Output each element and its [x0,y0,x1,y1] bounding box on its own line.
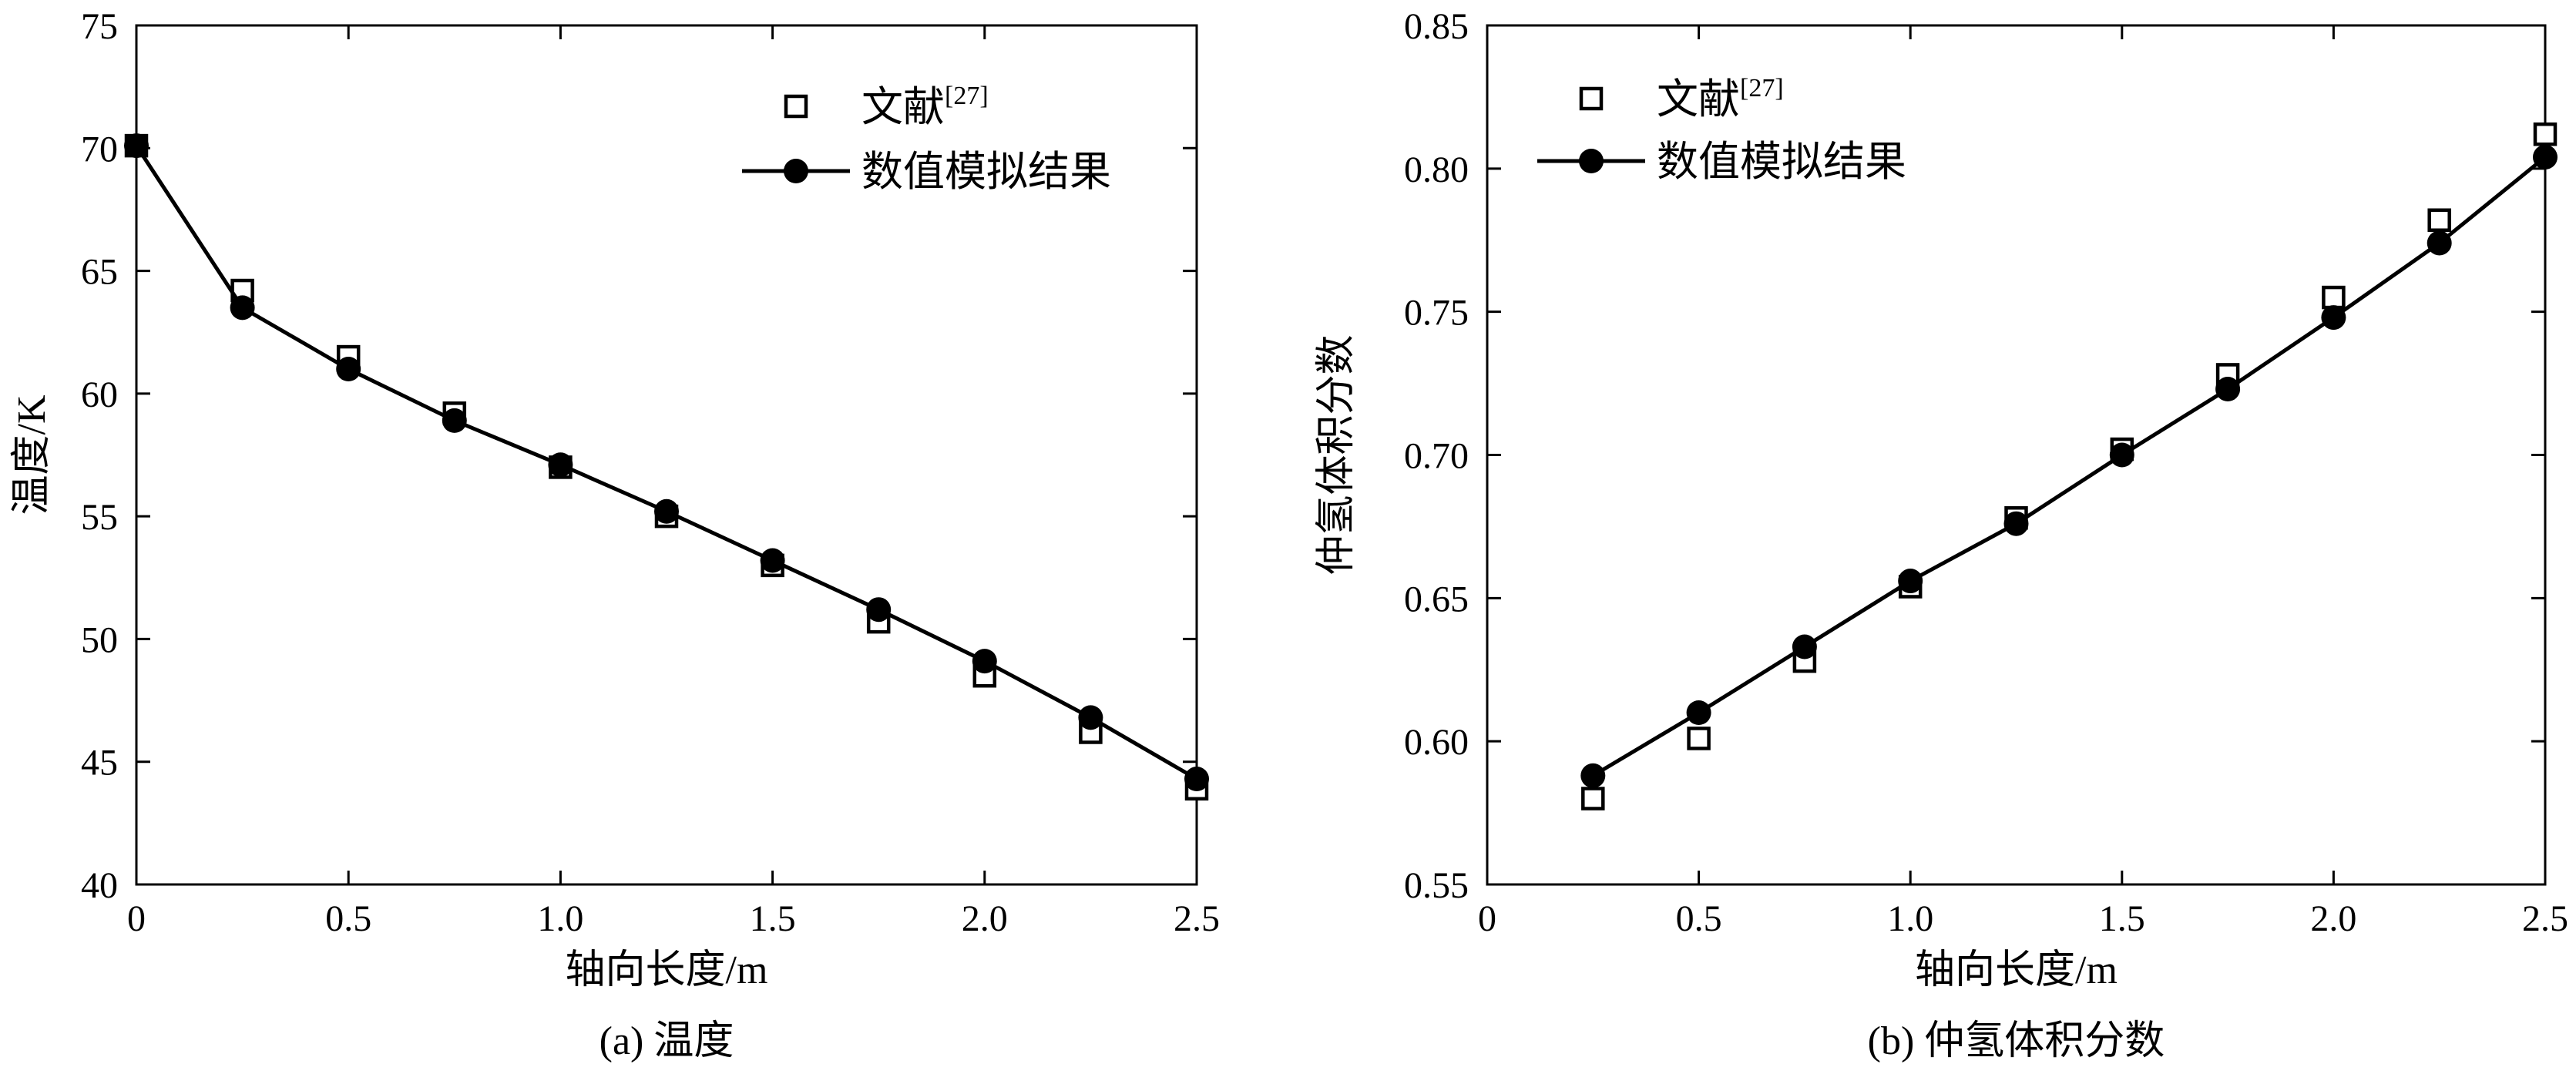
y-tick-label: 50 [81,619,118,660]
y-tick-label: 75 [81,6,118,47]
data-point-circle [442,408,467,433]
data-point-circle [2427,230,2452,256]
legend: 文献[27] 数值模拟结果 [1537,74,1906,185]
legend-label-literature: 文献[27] [861,82,989,130]
x-tick-label: 1.0 [537,898,583,939]
series-line [134,144,1198,781]
y-tick-label: 55 [81,497,118,538]
data-point-circle [760,548,785,573]
panel-caption: (a) 温度 [599,1019,734,1063]
x-tick-label: 0.5 [325,898,371,939]
data-point-circle [866,597,892,623]
series-simulation [124,133,1209,792]
legend-label-literature: 文献[27] [1657,74,1784,123]
chart-panel-a: 0 0.5 1.0 1.5 2.0 2.5 40 45 50 55 60 65 70 75 轴向长度/m 温度… [10,6,1220,1063]
y-tick-label: 0.70 [1404,436,1469,477]
x-axis-label: 轴向长度/m [1915,948,2118,992]
x-tick-label: 0 [127,898,146,939]
y-axis-label: 仲氢体积分数 [1315,334,1359,575]
y-tick-label: 60 [81,374,118,415]
legend-label-literature-text: 文献 [861,84,945,130]
legend-label-literature-superscript: [27] [1740,74,1784,102]
x-tick-label: 2.0 [2310,898,2356,939]
data-point-circle [654,498,679,524]
series-literature [124,133,1209,801]
data-point-square [2533,122,2558,146]
x-tick-label: 2.0 [962,898,1008,939]
data-point-circle [1580,763,1606,788]
legend: 文献[27] 数值模拟结果 [742,82,1111,195]
x-axis-label: 轴向长度/m [566,948,768,992]
legend-label-simulation: 数值模拟结果 [861,149,1111,195]
legend-label-literature-superscript: [27] [945,82,989,110]
data-point-circle [972,649,997,674]
x-tick-label: 2.5 [2522,898,2568,939]
data-point-circle [1184,767,1209,792]
legend-marker-circle [1579,149,1604,173]
data-point-circle [2003,511,2029,536]
x-tick-label: 1.5 [750,898,796,939]
data-point-circle [1686,700,1711,725]
y-tick-label: 40 [81,865,118,906]
y-tick-label: 0.55 [1404,865,1469,906]
data-point-circle [2215,377,2241,402]
y-tick-label: 0.85 [1404,6,1469,47]
data-point-square [2322,285,2346,310]
y-tick-label: 0.65 [1404,579,1469,619]
series-simulation [1580,144,2558,788]
x-tick-label: 1.0 [1887,898,1933,939]
chart-panel-b: 0 0.5 1.0 1.5 2.0 2.5 0.55 0.60 0.65 0.70 0.75 0.80… [1315,6,2568,1063]
data-point-circle [2533,144,2558,169]
plot-frame [135,24,1198,886]
data-point-circle [230,295,255,321]
data-point-circle [2321,305,2346,331]
y-tick-label: 65 [81,252,118,293]
x-tick-label: 0.5 [1676,898,1722,939]
y-tick-label: 0.80 [1404,149,1469,190]
data-point-circle [124,133,149,159]
y-tick-label: 45 [81,743,118,784]
data-point-circle [1792,634,1817,660]
data-point-square [1687,727,1711,750]
legend-label-literature-text: 文献 [1657,76,1740,123]
data-point-square [2427,208,2451,232]
series-line [1592,156,2547,777]
y-tick-label: 0.75 [1404,293,1469,334]
legend-marker-circle [784,159,808,183]
data-point-circle [336,357,361,381]
x-tick-label: 2.5 [1174,898,1220,939]
x-tick-label: 0 [1478,898,1496,939]
legend-marker-square [784,94,808,119]
plot-frame [1486,24,2547,886]
data-point-square [1581,787,1605,811]
data-point-circle [1078,705,1103,730]
data-point-circle [548,452,573,478]
x-tick-label: 1.5 [2099,898,2145,939]
y-axis-label: 温度/K [10,394,54,515]
y-tick-label: 0.60 [1404,722,1469,763]
data-point-circle [1898,569,1923,594]
data-point-circle [2109,442,2134,468]
panel-caption: (b) 仲氢体积分数 [1868,1019,2165,1063]
legend-marker-square [1579,86,1604,111]
legend-label-simulation: 数值模拟结果 [1657,139,1906,185]
y-tick-label: 70 [81,129,118,169]
series-literature [1581,122,2558,811]
